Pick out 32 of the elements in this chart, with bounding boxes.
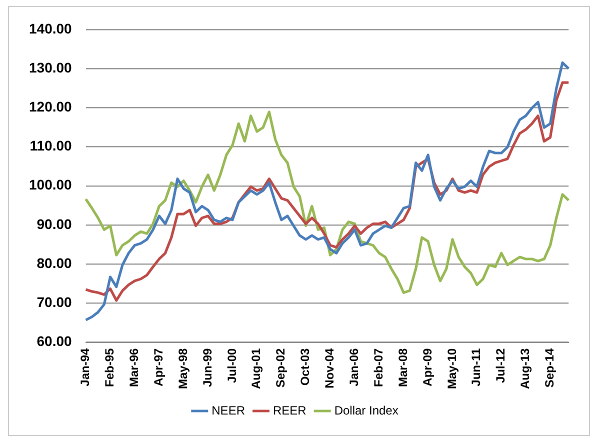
x-tick-label: Apr-97 (151, 348, 166, 386)
y-tick-label: 110.00 (30, 138, 72, 154)
y-tick-label: 80.00 (36, 254, 72, 271)
x-tick-label: Mar-96 (127, 348, 142, 387)
legend-label: REER (272, 403, 307, 418)
y-tick-label: 60.00 (36, 333, 72, 350)
y-tick-label: 120.00 (28, 98, 72, 114)
x-tick-label: Jun-11 (469, 348, 484, 386)
x-tick-label: Sep-14 (542, 348, 557, 388)
x-tick-label: Jun-99 (200, 348, 214, 387)
x-tick-label: Nov-04 (322, 348, 337, 388)
x-tick-label: May-98 (176, 348, 190, 389)
y-tick-label: 90.00 (36, 216, 72, 232)
x-tick-label: Jan-06 (347, 348, 362, 386)
x-tick-label: May-10 (444, 348, 459, 389)
x-tick-label: Oct-03 (298, 348, 312, 386)
y-tick-label: 100.00 (28, 176, 72, 193)
legend-label: NEER (212, 403, 246, 418)
x-tick-label: Aug-01 (249, 348, 264, 389)
x-tick-label: Mar-08 (396, 348, 410, 387)
y-tick-label: 140.00 (28, 20, 72, 36)
x-tick-label: Feb-95 (102, 348, 117, 387)
x-tick-label: Jul-12 (494, 348, 508, 383)
x-tick-label: Jul-00 (224, 348, 239, 383)
y-tick-label: 130.00 (28, 59, 72, 76)
x-tick-label: Sep-02 (274, 348, 288, 388)
x-tick-label: Jan-94 (78, 348, 92, 386)
x-tick-label: Aug-13 (518, 348, 532, 389)
x-tick-label: Apr-09 (420, 348, 434, 386)
x-tick-label: Feb-07 (371, 348, 386, 387)
y-tick-label: 70.00 (36, 294, 72, 310)
legend-label: Dollar Index (334, 403, 398, 418)
